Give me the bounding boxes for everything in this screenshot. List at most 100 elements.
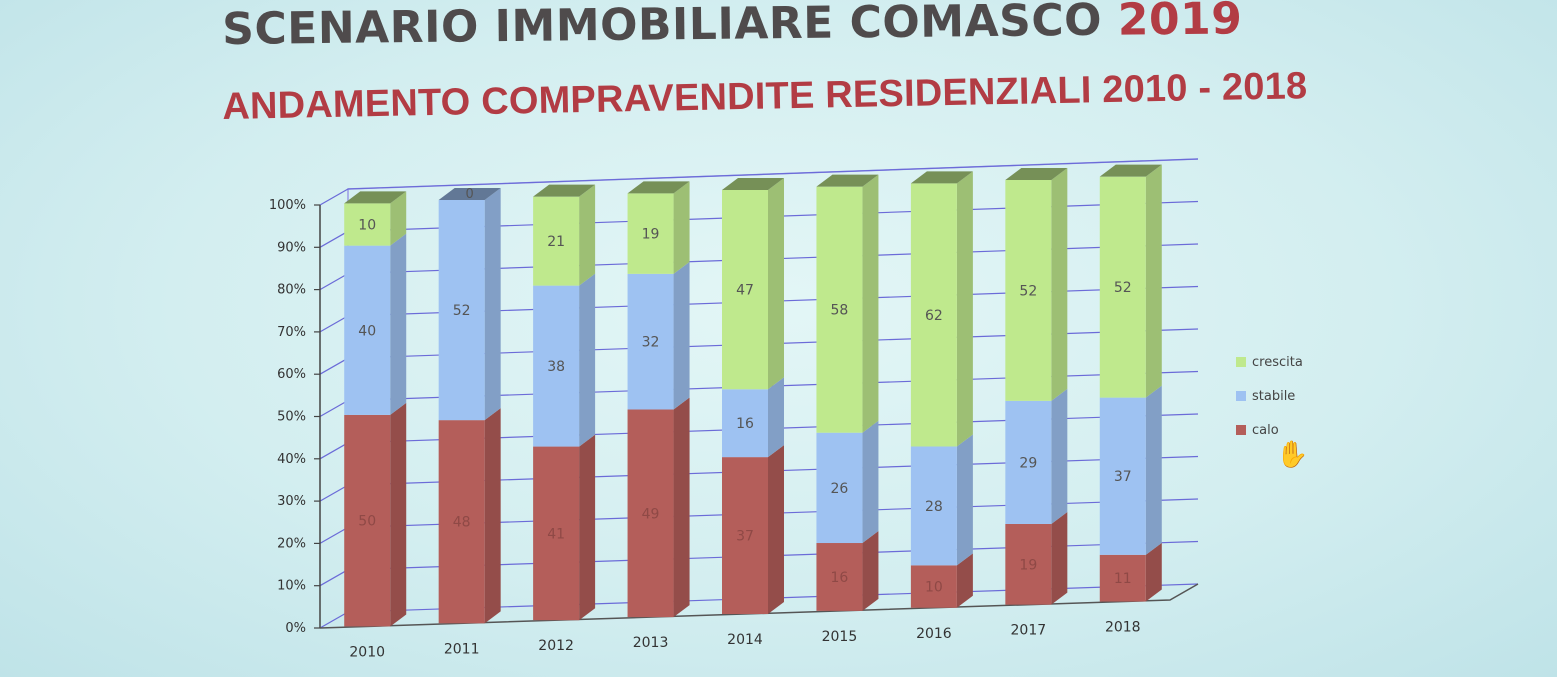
bar-side	[862, 174, 879, 433]
x-axis	[319, 583, 1199, 629]
data-label: 47	[736, 283, 754, 299]
data-label: 28	[925, 499, 943, 515]
x-tick-label: 2016	[916, 626, 952, 642]
bar-side	[579, 184, 596, 286]
data-label: 58	[831, 303, 849, 319]
data-label: 48	[453, 515, 471, 531]
bar-top	[722, 178, 784, 190]
bar-segment	[627, 409, 674, 618]
bar-side	[579, 273, 596, 447]
y-tick-label: 20%	[277, 536, 306, 551]
y-tick-label: 40%	[277, 452, 306, 467]
bar-segment	[816, 186, 863, 433]
data-label: 52	[1114, 280, 1132, 296]
bar-segment	[344, 203, 391, 246]
x-tick-label: 2010	[349, 644, 385, 660]
data-label: 10	[925, 580, 943, 596]
bar-segment	[627, 273, 674, 410]
bar-side	[862, 420, 879, 544]
y-tick-label: 100%	[269, 198, 306, 213]
bar-segment	[816, 432, 863, 544]
y-tick-label: 0%	[285, 621, 306, 636]
bar-segment	[533, 196, 580, 286]
data-label: 62	[925, 308, 943, 324]
legend-item-crescita: crescita	[1236, 345, 1303, 379]
bar-side	[1051, 168, 1068, 401]
bar-segment	[533, 446, 580, 621]
legend-label-stabile: stabile	[1252, 388, 1296, 404]
chart-legend: crescita stabile calo	[1236, 345, 1303, 447]
gridline-depth	[319, 442, 349, 460]
bar-side	[1051, 388, 1068, 524]
bar-side	[579, 434, 596, 621]
bar-side	[1051, 511, 1068, 605]
bar-side	[956, 434, 973, 566]
bar-segment	[910, 565, 957, 608]
bar-segment	[1099, 176, 1146, 398]
gridline-depth	[319, 188, 349, 206]
legend-label-crescita: crescita	[1252, 354, 1303, 370]
bar-segment	[910, 446, 957, 566]
data-label: 52	[453, 303, 471, 319]
x-tick-label: 2012	[538, 638, 574, 654]
bar-side	[484, 188, 501, 421]
bar-segment	[816, 543, 863, 611]
bar-side	[390, 191, 407, 246]
data-label: 41	[547, 526, 565, 542]
y-tick-label: 80%	[277, 283, 306, 298]
gridline-depth	[319, 526, 349, 544]
x-tick-label: 2014	[727, 632, 763, 648]
bar-side	[1145, 385, 1162, 555]
bar-side	[768, 445, 784, 614]
gridline-depth	[319, 273, 349, 291]
bar-segment	[910, 183, 957, 447]
bar-segment	[722, 389, 768, 458]
data-label: 52	[1019, 283, 1037, 299]
bar-side	[673, 261, 690, 410]
bar-segment	[1099, 397, 1146, 555]
y-tick-label: 50%	[277, 410, 306, 425]
x-tick-label: 2013	[633, 635, 669, 651]
data-label: 37	[736, 529, 754, 545]
data-label: 16	[831, 570, 849, 586]
bar-segment	[722, 457, 768, 614]
bar-side	[1145, 542, 1162, 602]
gridline-depth	[319, 484, 349, 502]
data-label: 50	[358, 514, 376, 530]
bar-side	[484, 408, 501, 624]
gridline-depth	[319, 569, 349, 587]
x-tick-label: 2011	[444, 641, 480, 657]
bar-side	[956, 171, 973, 447]
data-label: 19	[642, 227, 660, 243]
bar-side	[673, 397, 690, 618]
bar-side	[862, 531, 879, 611]
bar-segment	[722, 190, 768, 390]
gridline-depth	[319, 611, 349, 629]
data-label: 38	[547, 359, 565, 375]
data-label: 16	[736, 416, 754, 432]
bar-segment	[344, 414, 391, 627]
legend-label-calo: calo	[1252, 422, 1279, 438]
bar-side	[1145, 164, 1162, 398]
legend-item-stabile: stabile	[1236, 379, 1303, 413]
data-label: 11	[1114, 571, 1132, 587]
x-tick-label: 2018	[1105, 620, 1141, 636]
y-tick-label: 10%	[277, 579, 306, 594]
legend-swatch-calo	[1236, 425, 1246, 435]
bar-segment	[344, 245, 391, 415]
bar-top	[1099, 164, 1162, 177]
gridline-depth	[319, 315, 349, 333]
bar-segment	[438, 200, 485, 421]
bar-segment	[1099, 554, 1146, 602]
bar-top	[627, 181, 690, 194]
data-label: 26	[831, 481, 849, 497]
legend-swatch-crescita	[1236, 357, 1246, 367]
data-label: 19	[1019, 557, 1037, 573]
bar-side	[390, 402, 407, 627]
data-label: 32	[642, 335, 660, 351]
bar-top	[533, 184, 596, 197]
bar-side	[768, 178, 784, 390]
bar-segment	[1005, 180, 1052, 401]
bar-segment	[533, 285, 580, 447]
